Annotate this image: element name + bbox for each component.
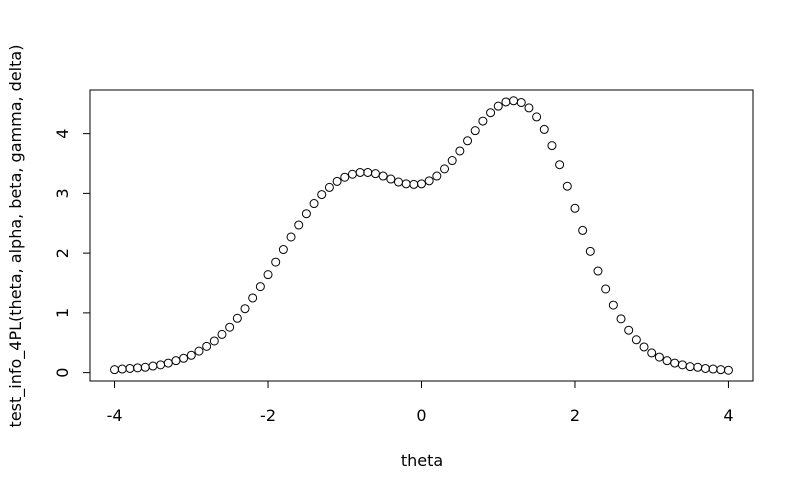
point: [240, 304, 250, 314]
point: [355, 167, 365, 177]
plot-frame: [89, 89, 754, 382]
point: [447, 156, 457, 166]
point: [202, 341, 212, 351]
x-tick-label: 2: [570, 406, 580, 425]
point: [501, 97, 511, 107]
point: [662, 356, 672, 366]
point: [332, 176, 342, 186]
point: [432, 171, 442, 181]
point: [317, 190, 327, 200]
y-tick-label: 3: [53, 188, 72, 198]
point: [194, 346, 204, 356]
point: [647, 348, 657, 358]
y-tick-label: 2: [53, 248, 72, 258]
point: [685, 362, 695, 372]
point: [278, 245, 288, 255]
point: [562, 181, 572, 191]
point: [486, 108, 496, 118]
point: [409, 179, 419, 189]
point: [585, 246, 595, 256]
point: [156, 360, 166, 370]
x-tick-label: 4: [723, 406, 733, 425]
point: [248, 293, 258, 303]
point: [455, 146, 465, 156]
x-tick-label: -2: [260, 406, 276, 425]
x-tick-label: -4: [107, 406, 123, 425]
point: [723, 365, 733, 375]
point: [677, 360, 687, 370]
point: [578, 225, 588, 235]
point: [263, 270, 273, 280]
point: [493, 101, 503, 111]
point: [440, 164, 450, 174]
point: [324, 182, 334, 192]
point: [555, 160, 565, 170]
point: [624, 325, 634, 335]
y-tick-label: 1: [53, 308, 72, 318]
point: [601, 284, 611, 294]
point: [547, 141, 557, 151]
point: [225, 322, 235, 332]
point: [271, 257, 281, 267]
point: [217, 329, 227, 339]
point: [700, 363, 710, 373]
point: [347, 169, 357, 179]
point: [631, 335, 641, 345]
y-tick-label: 4: [53, 129, 72, 139]
point: [424, 176, 434, 186]
point: [309, 199, 319, 209]
point: [593, 266, 603, 276]
point: [532, 112, 542, 122]
point: [393, 177, 403, 187]
point: [117, 364, 127, 374]
point: [639, 342, 649, 352]
point: [524, 103, 534, 113]
point: [570, 203, 580, 213]
point: [654, 352, 664, 362]
point: [670, 358, 680, 368]
point: [148, 361, 158, 371]
point: [478, 116, 488, 126]
point: [294, 220, 304, 230]
y-axis-label: test_info_4PL(theta, alpha, beta, gamma,…: [6, 45, 26, 428]
point: [171, 356, 181, 366]
point: [708, 364, 718, 374]
x-tick-label: 0: [416, 406, 426, 425]
point: [255, 282, 265, 292]
point: [516, 98, 526, 108]
point: [509, 96, 519, 106]
point: [340, 172, 350, 182]
point: [163, 358, 173, 368]
point: [186, 350, 196, 360]
point: [286, 232, 296, 242]
point: [133, 363, 143, 373]
point: [378, 171, 388, 181]
point: [386, 174, 396, 184]
point: [179, 353, 189, 363]
point: [470, 126, 480, 136]
y-tick-label: 0: [53, 368, 72, 378]
x-axis-label: theta: [401, 451, 443, 470]
point: [401, 179, 411, 189]
point: [110, 365, 120, 375]
point: [140, 362, 150, 372]
point: [232, 313, 242, 323]
point: [608, 300, 618, 310]
point: [616, 314, 626, 324]
point: [417, 179, 426, 189]
point: [716, 365, 726, 375]
point: [463, 136, 473, 146]
point: [209, 336, 219, 346]
point: [363, 167, 373, 177]
point: [539, 124, 549, 134]
point: [125, 363, 135, 373]
point: [693, 362, 703, 372]
point: [370, 169, 380, 179]
point: [301, 209, 311, 219]
